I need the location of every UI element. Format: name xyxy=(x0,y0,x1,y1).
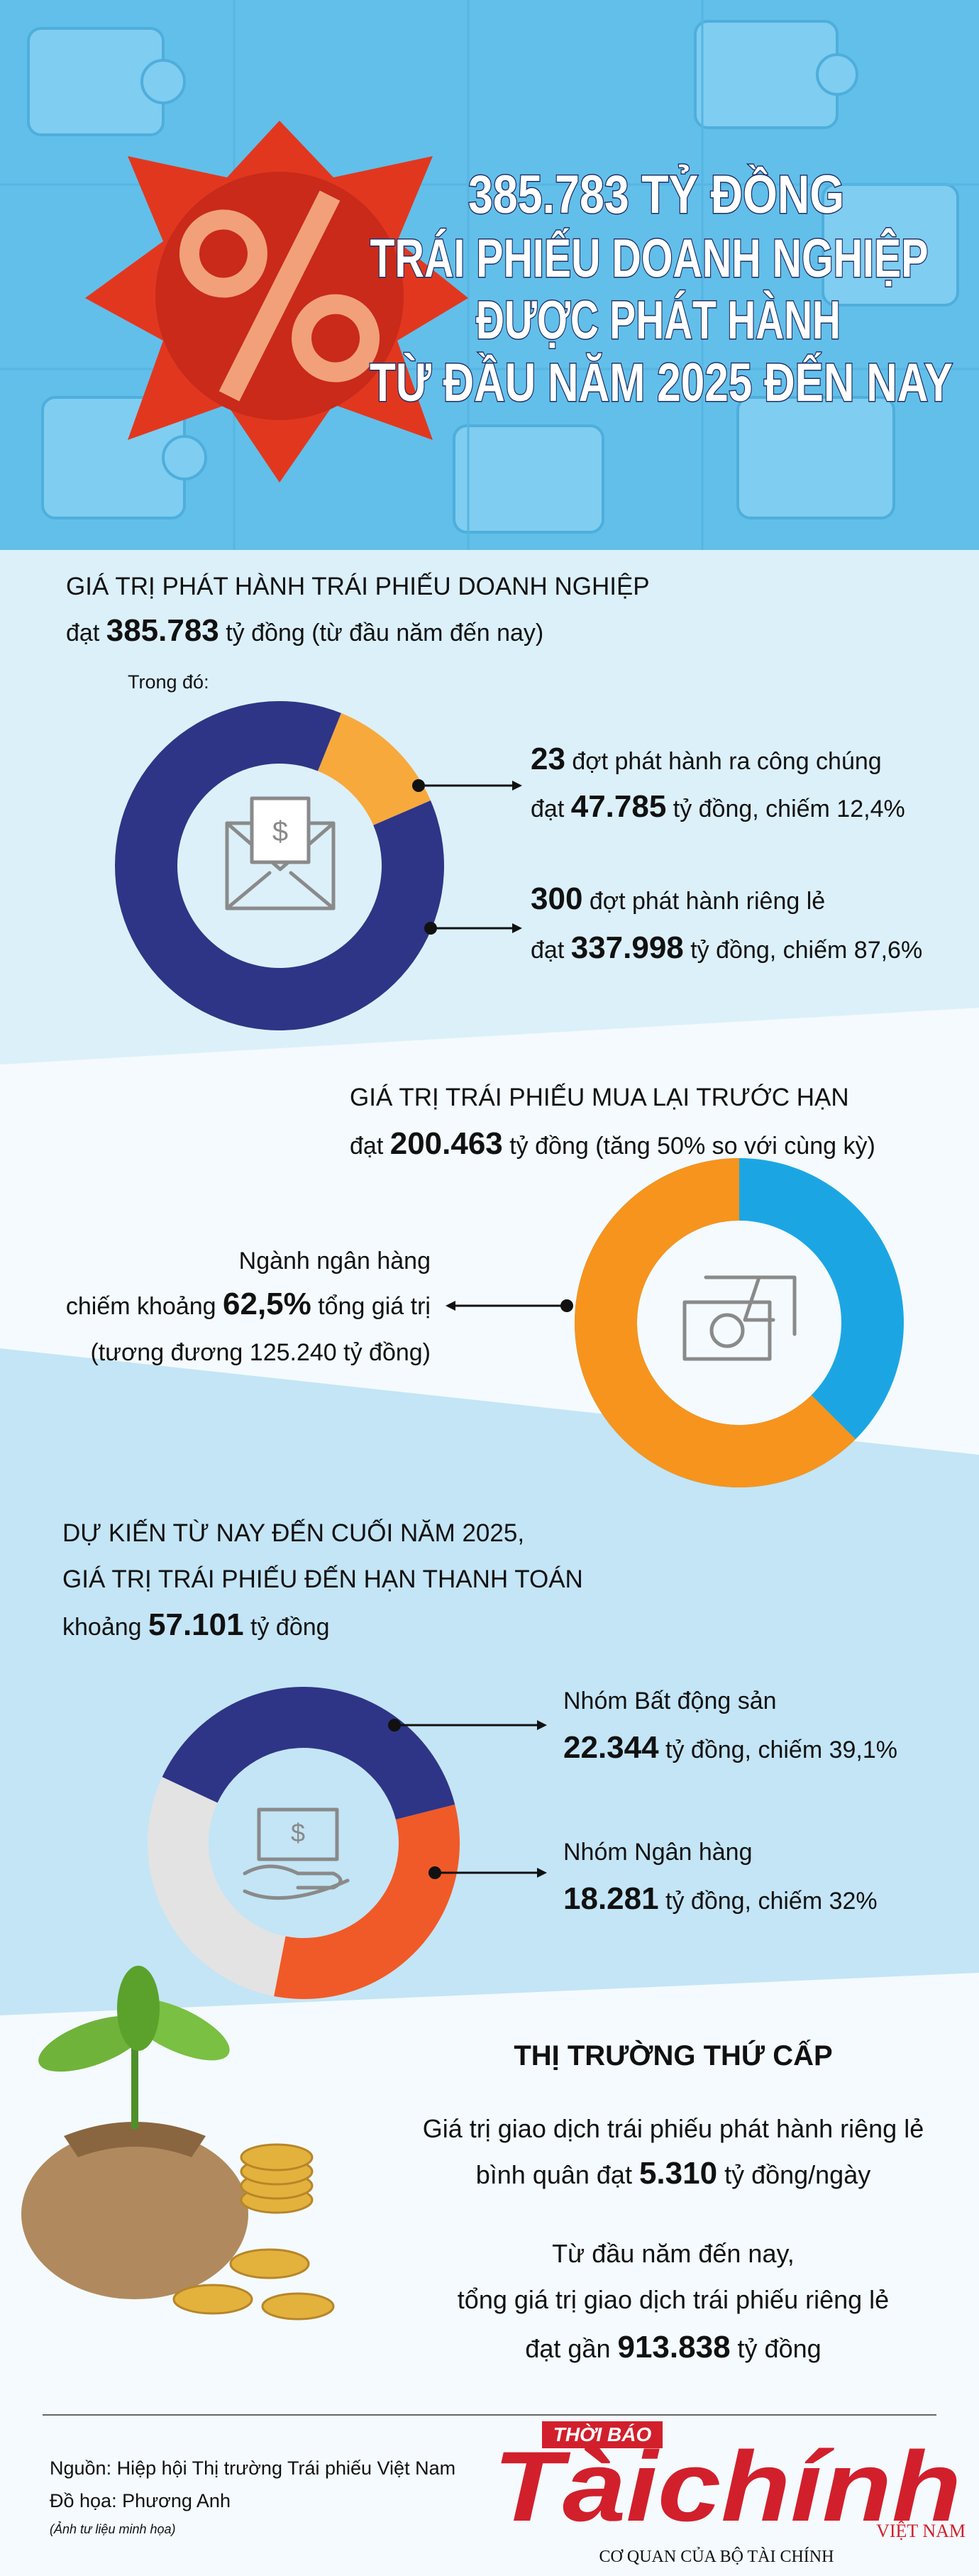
donut-segment xyxy=(574,1158,856,1488)
amount-line: khoảng 57.101 tỷ đồng xyxy=(62,1607,330,1642)
secondary-line: bình quân đạt 5.310 tỷ đồng/ngày xyxy=(476,2156,870,2191)
logo-badge xyxy=(542,2421,663,2448)
pointer xyxy=(446,1299,573,1312)
heading: GIÁ TRỊ TRÁI PHIẾU MUA LẠI TRƯỚC HẠN xyxy=(350,1083,849,1111)
secondary-line: tổng giá trị giao dịch trái phiếu riêng … xyxy=(458,2285,889,2314)
title-line: TỪ ĐẦU NĂM 2025 ĐẾN NAY xyxy=(370,353,953,413)
heading: GIÁ TRỊ TRÁI PHIẾU ĐẾN HẠN THANH TOÁN xyxy=(62,1565,583,1593)
money-hand-icon: $ xyxy=(243,1807,350,1900)
text: tỷ đồng xyxy=(244,1614,330,1641)
count: 23 xyxy=(531,742,565,776)
envelope-icon: $ xyxy=(225,796,336,910)
donut-segment xyxy=(317,712,431,825)
secondary-line: đạt gần 913.838 tỷ đồng xyxy=(525,2330,821,2365)
text: tỷ đồng/ngày xyxy=(717,2160,870,2189)
logo-tagline: CƠ QUAN CỦA BỘ TÀI CHÍNH xyxy=(599,2547,834,2566)
text: đạt gần xyxy=(525,2334,617,2363)
donut-segment xyxy=(115,701,445,1030)
text: đợt phát hành ra công chúng xyxy=(565,748,882,775)
pointer xyxy=(428,1866,547,1879)
segment-name: Nhóm Ngân hàng xyxy=(563,1839,753,1866)
text: tỷ đồng (từ đầu năm đến nay) xyxy=(219,620,543,646)
segment-line: 300 đợt phát hành riêng lẻ xyxy=(531,881,825,916)
amount: 200.463 xyxy=(390,1126,503,1161)
amount-line: đạt 200.463 tỷ đồng (tăng 50% so với cùn… xyxy=(350,1126,875,1161)
amount: 47.785 xyxy=(571,789,667,824)
amount: 57.101 xyxy=(148,1607,244,1642)
donut xyxy=(147,1686,460,1999)
text: tỷ đồng, chiếm 32% xyxy=(659,1888,878,1915)
title-line: ĐƯỢC PHÁT HÀNH xyxy=(476,290,841,351)
text: tỷ đồng (tăng 50% so với cùng kỳ) xyxy=(503,1133,875,1160)
text: đạt xyxy=(531,937,571,964)
text: tỷ đồng, chiếm 39,1% xyxy=(659,1736,897,1763)
title-line: TRÁI PHIẾU DOANH NGHIỆP xyxy=(370,228,929,289)
source: Nguồn: Hiệp hội Thị trường Trái phiếu Vi… xyxy=(50,2457,455,2479)
plant-illustration xyxy=(21,1966,335,2321)
svg-text:$: $ xyxy=(272,816,288,847)
heading: GIÁ TRỊ PHÁT HÀNH TRÁI PHIẾU DOANH NGHIỆ… xyxy=(66,572,650,600)
amount: 5.310 xyxy=(639,2156,717,2191)
text: đạt xyxy=(66,620,106,646)
amount-line: đạt 385.783 tỷ đồng (từ đầu năm đến nay) xyxy=(66,613,543,648)
svg-text:$: $ xyxy=(291,1818,305,1847)
text: tổng giá trị xyxy=(311,1293,431,1320)
secondary-line: Giá trị giao dịch trái phiếu phát hành r… xyxy=(423,2114,924,2143)
text: tỷ đồng, chiếm 12,4% xyxy=(666,796,905,822)
section-bg xyxy=(0,550,979,1064)
text: tỷ đồng, chiếm 87,6% xyxy=(684,937,922,964)
text: đợt phát hành riêng lẻ xyxy=(582,888,825,915)
amount: 337.998 xyxy=(571,930,684,965)
amount: 913.838 xyxy=(617,2330,730,2365)
donut-segment xyxy=(162,1686,455,1820)
pointer xyxy=(412,779,522,792)
bank-line: chiếm khoảng 62,5% tổng giá trị xyxy=(66,1287,431,1321)
logo-country: VIỆT NAM xyxy=(876,2521,966,2541)
text: đạt xyxy=(531,796,571,822)
logo-name: Tàichính xyxy=(493,2431,961,2542)
segment-name: Nhóm Bất động sản xyxy=(563,1688,777,1714)
note: Trong đó: xyxy=(128,671,209,693)
title: 385.783 TỶ ĐỒNG TRÁI PHIẾU DOANH NGHIỆP … xyxy=(369,164,954,414)
segment-line: 22.344 tỷ đồng, chiếm 39,1% xyxy=(563,1730,897,1765)
donut-segment xyxy=(274,1804,460,1999)
amount: 22.344 xyxy=(563,1730,659,1765)
title-line: 385.783 TỶ ĐỒNG xyxy=(468,165,844,225)
donut xyxy=(574,1158,904,1488)
share-label: 62,5% xyxy=(223,1287,311,1321)
bank-line: (tương đương 125.240 tỷ đồng) xyxy=(90,1339,431,1366)
bank-line: Ngành ngân hàng xyxy=(239,1248,431,1275)
amount: 18.281 xyxy=(563,1881,659,1916)
secondary-line: Từ đầu năm đến nay, xyxy=(552,2239,795,2268)
segment-line: 23 đợt phát hành ra công chúng xyxy=(531,742,882,776)
credit: Đồ họa: Phương Anh xyxy=(50,2490,231,2511)
logo-top: THỜI BÁO xyxy=(553,2423,652,2445)
segment-line: đạt 47.785 tỷ đồng, chiếm 12,4% xyxy=(531,789,905,824)
text: đạt xyxy=(350,1133,390,1160)
amount: 385.783 xyxy=(106,613,219,648)
section-title: THỊ TRƯỜNG THỨ CẤP xyxy=(514,2039,832,2071)
pointer xyxy=(424,922,522,935)
text: bình quân đạt xyxy=(476,2160,639,2189)
segment-line: đạt 337.998 tỷ đồng, chiếm 87,6% xyxy=(531,930,922,965)
pointer xyxy=(388,1719,547,1732)
text: chiếm khoảng xyxy=(66,1293,223,1320)
count: 300 xyxy=(531,881,582,916)
text: khoảng xyxy=(62,1614,148,1641)
donut xyxy=(115,701,445,1030)
photo-note: (Ảnh tư liệu minh họa) xyxy=(50,2521,176,2536)
payment-icon xyxy=(682,1275,797,1361)
percent-icon xyxy=(179,190,380,402)
segment-line: 18.281 tỷ đồng, chiếm 32% xyxy=(563,1881,878,1916)
heading: DỰ KIẾN TỪ NAY ĐẾN CUỐI NĂM 2025, xyxy=(62,1519,524,1547)
text: tỷ đồng xyxy=(731,2334,822,2363)
section-bg xyxy=(0,1348,979,2015)
